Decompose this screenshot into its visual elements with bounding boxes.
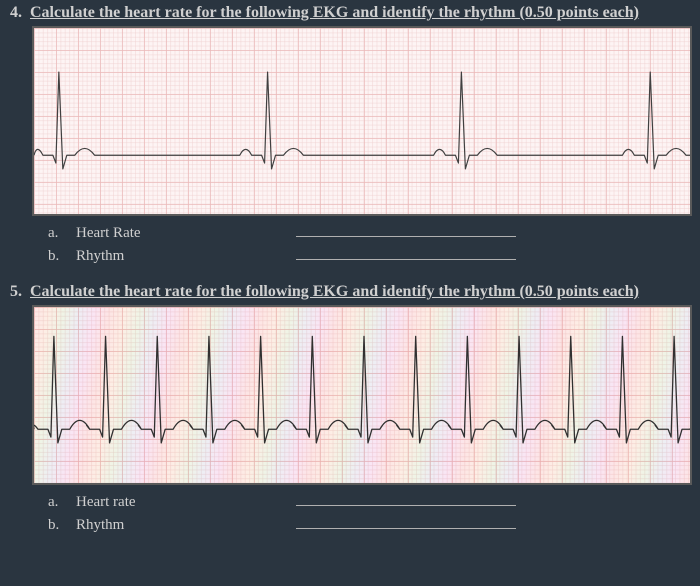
q5-answers: a. Heart rate b. Rhythm [48,491,690,536]
answer-letter: b. [48,245,66,268]
answer-letter: a. [48,222,66,245]
q4-ekg-trace [34,28,690,214]
answer-label-rhythm: Rhythm [76,514,166,537]
q4-number: 4. [10,4,22,22]
answer-blank-line [296,223,516,237]
answer-label-heart-rate: Heart rate [76,491,166,514]
q5-ekg-trace [34,307,690,483]
answer-blank-line [296,492,516,506]
q5-header: 5. Calculate the heart rate for the foll… [10,283,690,301]
q4-answers: a. Heart Rate b. Rhythm [48,222,690,267]
question-5: 5. Calculate the heart rate for the foll… [0,279,700,536]
answer-blank-line [296,246,516,260]
q5-text: Calculate the heart rate for the followi… [30,283,639,301]
q5-ekg-strip [32,305,692,485]
answer-blank-line [296,515,516,529]
q5-number: 5. [10,283,22,301]
q4-answer-b: b. Rhythm [48,245,690,268]
answer-letter: b. [48,514,66,537]
q4-answer-a: a. Heart Rate [48,222,690,245]
q4-header: 4. Calculate the heart rate for the foll… [10,4,690,22]
q5-answer-b: b. Rhythm [48,514,690,537]
q4-ekg-strip [32,26,692,216]
q5-answer-a: a. Heart rate [48,491,690,514]
answer-label-rhythm: Rhythm [76,245,166,268]
answer-letter: a. [48,491,66,514]
q4-text: Calculate the heart rate for the followi… [30,4,639,22]
question-4: 4. Calculate the heart rate for the foll… [0,0,700,267]
answer-label-heart-rate: Heart Rate [76,222,166,245]
